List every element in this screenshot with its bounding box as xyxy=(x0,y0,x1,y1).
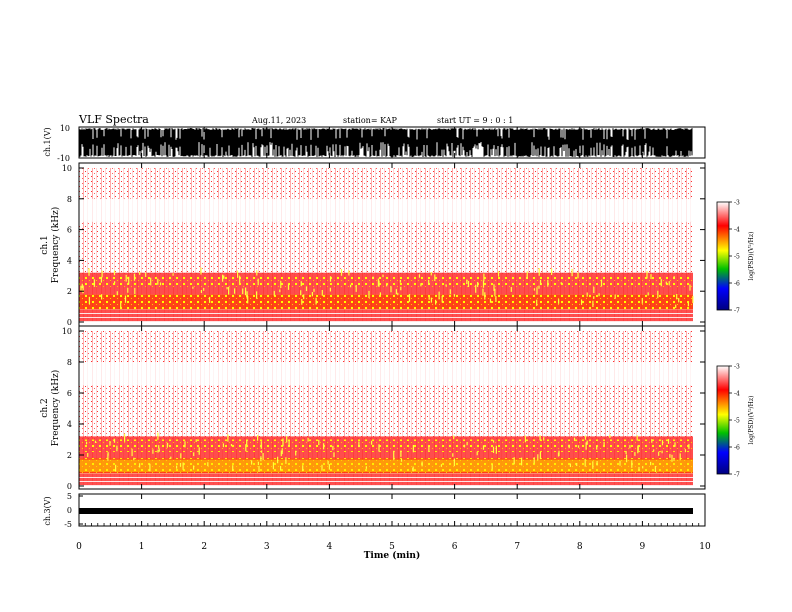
ch1-cbar-ticklabel-2: -5 xyxy=(734,254,740,261)
ch3-y-ticklabel-2: -5 xyxy=(64,520,72,529)
x-ticklabel-10: 10 xyxy=(699,542,711,552)
date-label: Aug.11, 2023 xyxy=(251,116,306,125)
x-ticklabel-7: 7 xyxy=(514,542,520,552)
ch2-spec-y-ticklabel-1: 2 xyxy=(67,451,72,460)
ch1-spec-band-white-lines xyxy=(79,309,693,322)
ch1-cbar-ticklabel-4: -7 xyxy=(734,308,740,315)
ch2-spectrogram-yticks: 0 2 4 6 8 10 xyxy=(62,327,705,491)
ch3-waveform-ylabel: ch.3(V) xyxy=(43,496,52,525)
ch1-spec-band-weak xyxy=(79,198,693,222)
ch1-waveform-ylabel: ch.1(V) xyxy=(43,127,52,156)
ch1-spectrogram-image xyxy=(79,168,694,322)
ch2-spec-y-ticklabel-5: 10 xyxy=(62,327,72,336)
ch2-cbar-ticklabel-0: -3 xyxy=(734,364,740,371)
ch1-colorbar-ticks: -3 -4 -5 -6 -7 xyxy=(729,200,740,315)
ch2-spectrogram-ylabel: Frequency (kHz) xyxy=(50,370,61,447)
ch2-colorbar-ticks: -3 -4 -5 -6 -7 xyxy=(729,364,740,479)
ch1-spec-y-ticklabel-4: 8 xyxy=(67,195,72,204)
ch2-colorbar-label: log(PSD)(V²/Hz) xyxy=(748,396,755,445)
ch1-spec-y-ticklabel-1: 2 xyxy=(67,287,72,296)
x-ticklabel-6: 6 xyxy=(452,542,458,552)
ch1-spectrogram-ylabel-ch: ch.1 xyxy=(40,235,50,254)
x-ticklabel-9: 9 xyxy=(640,542,646,552)
x-ticklabel-8: 8 xyxy=(577,542,583,552)
ch3-y-ticklabel-0: 5 xyxy=(67,492,72,501)
ch1-cbar-ticklabel-1: -4 xyxy=(734,227,740,234)
figure-title: VLF Spectra xyxy=(78,113,149,126)
ch1-spec-band-yellow-lower xyxy=(79,294,693,310)
ch1-cbar-ticklabel-3: -6 xyxy=(734,281,740,288)
ch1-colorbar: -3 -4 -5 -6 -7 log(PSD)(V²/Hz) xyxy=(716,200,755,315)
ch1-colorbar-gradient xyxy=(716,201,730,311)
ch2-colorbar-gradient xyxy=(716,365,730,475)
ch3-y-ticklabel-1: 0 xyxy=(67,506,72,515)
ch2-colorbar: -3 -4 -5 -6 -7 log(PSD)(V²/Hz) xyxy=(716,364,755,479)
ch1-spectrogram-panel: 0 2 4 6 8 10 ch.1 Frequency (kHz) xyxy=(40,162,706,327)
ch2-spectrogram-panel: 0 2 4 6 8 10 ch.2 Frequency (kHz) xyxy=(40,325,706,491)
x-ticklabel-5: 5 xyxy=(389,542,395,552)
ch2-spec-band-weak xyxy=(79,362,693,386)
ch1-ytick-bottom: -10 xyxy=(57,154,70,163)
ch3-waveform-yticks: 5 0 -5 xyxy=(64,492,83,529)
ch2-cbar-ticklabel-2: -5 xyxy=(734,418,740,425)
ch1-colorbar-label: log(PSD)(V²/Hz) xyxy=(748,232,755,281)
ch1-waveform-panel: 10 -10 ch.1(V) xyxy=(43,124,706,163)
time-axis-label: Time (min) xyxy=(364,550,421,561)
ch2-spec-y-ticklabel-4: 8 xyxy=(67,358,72,367)
ch1-spec-bursts xyxy=(80,267,694,308)
ch3-waveform-panel: 5 0 -5 ch.3(V) xyxy=(43,492,706,529)
ch2-spectrogram-ylabel-ch: ch.2 xyxy=(40,398,50,417)
ch1-spec-y-ticklabel-3: 6 xyxy=(67,226,72,235)
ch1-waveform-path xyxy=(78,128,693,157)
ch2-spec-y-ticklabel-3: 6 xyxy=(67,389,72,398)
ch2-spec-band-white-lines xyxy=(79,473,693,486)
ch1-spec-band-yellow-spots-upper xyxy=(79,275,693,289)
x-ticklabel-2: 2 xyxy=(201,542,207,552)
ch1-waveform-trace xyxy=(78,128,693,157)
ch1-spec-y-ticklabel-2: 4 xyxy=(67,256,72,265)
ch2-cbar-ticklabel-3: -6 xyxy=(734,445,740,452)
ch1-spec-y-ticklabel-5: 10 xyxy=(62,164,72,173)
ch1-spectrogram-yticks: 0 2 4 6 8 10 xyxy=(62,164,705,327)
ch1-cbar-ticklabel-0: -3 xyxy=(734,200,740,207)
ch2-cbar-ticklabel-4: -7 xyxy=(734,472,740,479)
ch2-spec-y-ticklabel-0: 0 xyxy=(67,482,72,491)
ch2-spec-y-ticklabel-2: 4 xyxy=(67,420,72,429)
ch1-spectrogram-ylabel: Frequency (kHz) xyxy=(50,207,61,284)
x-ticklabel-1: 1 xyxy=(139,542,145,552)
ch2-spec-band-yellow-strong xyxy=(79,459,693,472)
ch2-spectrogram-image xyxy=(79,331,693,486)
ch3-waveform-trace xyxy=(79,508,693,514)
ch2-cbar-ticklabel-1: -4 xyxy=(734,391,740,398)
x-ticklabel-3: 3 xyxy=(264,542,270,552)
x-ticklabel-0: 0 xyxy=(76,542,82,552)
station-label: station= KAP xyxy=(343,116,398,125)
ch1-spec-y-ticklabel-0: 0 xyxy=(67,318,72,327)
ch2-spec-band-yellow-spots-upper xyxy=(79,439,693,452)
start-time-label: start UT = 9 : 0 : 1 xyxy=(437,116,513,125)
ch1-ytick-top: 10 xyxy=(60,124,70,133)
x-ticklabel-4: 4 xyxy=(327,542,333,552)
time-axis: 0 1 2 3 4 5 6 7 8 9 10 xyxy=(76,127,711,552)
ch2-spec-bursts xyxy=(86,432,690,472)
